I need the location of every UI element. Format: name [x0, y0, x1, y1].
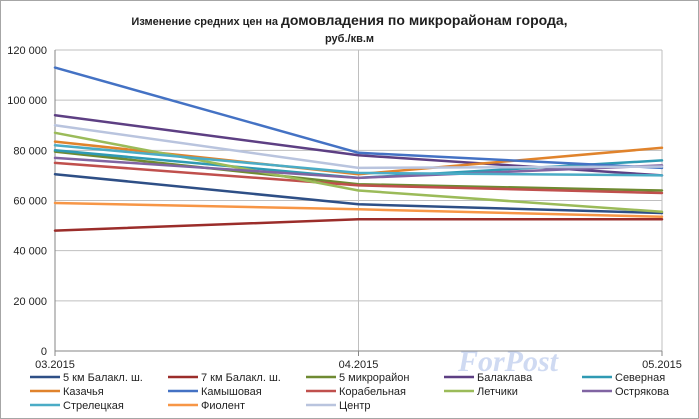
series-line-2: [53, 218, 664, 232]
series-line-12: [53, 201, 664, 219]
y-tick-label: 120 000: [7, 45, 47, 57]
series-line-11: [53, 144, 664, 177]
x-tick-label: 05.2015: [642, 359, 682, 371]
series-line-9: [53, 131, 664, 214]
axes: [54, 50, 663, 356]
y-tick-label: 60 000: [13, 196, 47, 208]
y-tick-label: 40 000: [13, 246, 47, 258]
y-tick-label: 20 000: [13, 296, 47, 308]
series-line-10: [53, 156, 664, 180]
series-line-7: [53, 66, 664, 170]
grid-lines: [55, 49, 663, 351]
legend-label: Стрелецкая: [63, 400, 124, 412]
legend-label: Камышовая: [201, 386, 262, 398]
series-line-1: [53, 172, 664, 215]
legend-label: Балаклава: [477, 372, 533, 384]
legend-label: Летчики: [477, 386, 518, 398]
legend-label: Фиолент: [201, 400, 245, 412]
y-tick-label: 80 000: [13, 145, 47, 157]
legend-label: 5 км Балакл. ш.: [63, 372, 143, 384]
legend-label: 5 микрорайон: [339, 372, 410, 384]
chart-title: Изменение средних цен на домовладения по…: [0, 12, 699, 48]
chart-title-part1: Изменение средних цен на: [131, 16, 282, 28]
x-axis-ticks: 03.2015 04.2015 05.2015: [35, 359, 682, 371]
x-tick-label: 04.2015: [339, 359, 379, 371]
y-tick-label: 100 000: [7, 95, 47, 107]
y-tick-label: 0: [41, 346, 47, 358]
legend-label: Центр: [339, 400, 371, 412]
watermark-text: ForPost: [457, 345, 560, 378]
legend-label: 7 км Балакл. ш.: [201, 372, 281, 384]
x-tick-label: 03.2015: [35, 359, 75, 371]
legend-label: Корабельная: [339, 386, 406, 398]
series-line-8: [53, 161, 664, 195]
chart-subtitle: руб./кв.м: [324, 33, 375, 45]
series-lines: [53, 66, 664, 232]
legend: 5 км Балакл. ш. 7 км Балакл. ш. 5 микрорай…: [30, 372, 670, 412]
legend-label: Острякова: [615, 386, 670, 398]
chart-title-part2: домовладения по микрорайонам города,: [281, 12, 568, 28]
legend-label: Казачья: [63, 386, 104, 398]
y-axis-ticks: 0 20 000 40 000 60 000 80 000 100 000 120 000: [7, 45, 47, 358]
series-line-13: [53, 124, 664, 170]
legend-label: Северная: [615, 372, 665, 384]
